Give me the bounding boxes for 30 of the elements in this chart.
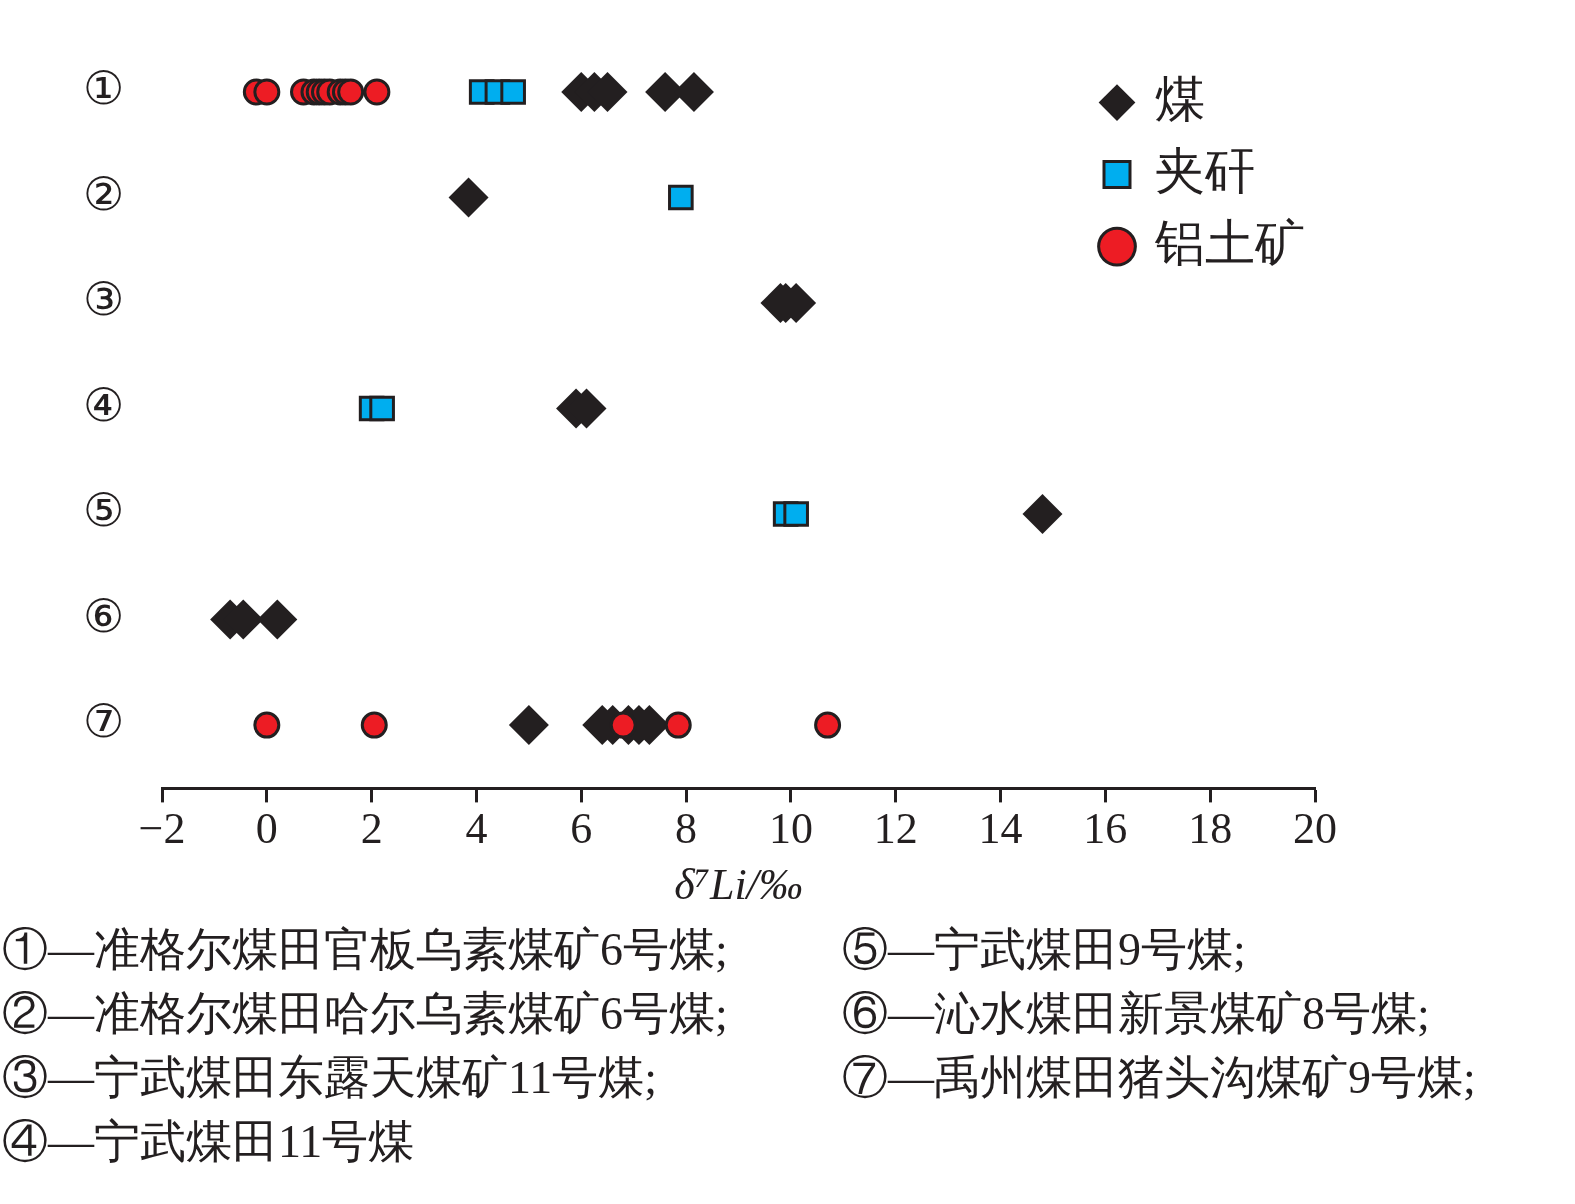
x-axis-title: δ⁷Li/‰ — [674, 860, 803, 910]
x-tick-label: 2 — [360, 804, 383, 854]
x-tick-label: 12 — [873, 804, 918, 854]
text: ①—准格尔煤田官板乌素煤矿6号煤; — [2, 923, 729, 977]
text: ⑦—禹州煤田猪头沟煤矿9号煤; — [842, 1051, 1477, 1105]
y-tick-label: ④ — [83, 379, 124, 431]
x-tick-label: 14 — [978, 804, 1023, 854]
y-tick-label: ② — [83, 168, 124, 220]
x-tick-label: 20 — [1293, 804, 1337, 854]
text: ④—宁武煤田11号煤 — [2, 1115, 416, 1169]
text: ⑥—沁水煤田新景煤矿8号煤; — [842, 987, 1431, 1041]
x-tick-label: 16 — [1083, 804, 1128, 854]
x-tick-label: 4 — [465, 804, 488, 854]
x-tick-label: 18 — [1188, 804, 1233, 854]
y-tick-label: ⑦ — [83, 696, 124, 748]
text: ②—准格尔煤田哈尔乌素煤矿6号煤; — [2, 987, 729, 1041]
x-tick-label: 8 — [675, 804, 698, 854]
y-tick-label: ③ — [83, 274, 124, 326]
legend-label: 铝土矿 — [1154, 214, 1305, 271]
y-tick-label: ① — [83, 63, 124, 115]
text: ⑤—宁武煤田9号煤; — [842, 923, 1247, 977]
x-tick-label: −2 — [138, 804, 186, 854]
y-tick-label: ⑤ — [83, 485, 124, 537]
legend-label: 煤 — [1155, 70, 1205, 127]
y-tick-label: ⑥ — [83, 590, 124, 642]
x-tick-label: 6 — [570, 804, 593, 854]
x-tick-label: 10 — [768, 804, 813, 854]
legend-label: 夹矸 — [1155, 142, 1255, 199]
text: ③—宁武煤田东露天煤矿11号煤; — [2, 1051, 659, 1105]
x-tick-label: 0 — [255, 804, 278, 854]
